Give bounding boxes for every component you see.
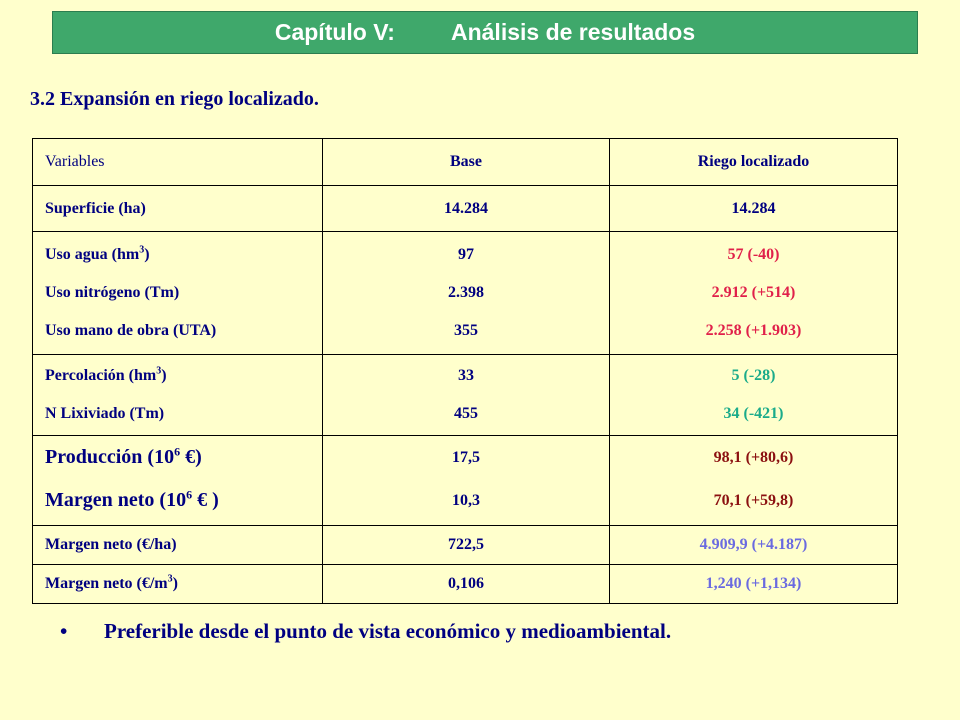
table-row: Margen neto (€/m3) 0,106 1,240 (+1,134)	[32, 564, 898, 604]
chapter-label: Capítulo V:	[274, 19, 395, 45]
margen-m3-base: 0,106	[322, 564, 610, 604]
produccion-riego: 98,1 (+80,6)	[713, 449, 794, 466]
uso-mano-obra-riego: 2.258 (+1.903)	[705, 322, 802, 339]
recursos-base: 97 2.398 355	[322, 231, 610, 355]
chapter-topic: Análisis de resultados	[450, 19, 696, 45]
economico-labels: Producción (106 €) Margen neto (106 € )	[32, 435, 323, 526]
uso-nitrogeno-label: Uso nitrógeno (Tm)	[45, 284, 180, 301]
results-table: Variables Base Riego localizado Superfic…	[32, 138, 898, 604]
economico-base: 17,5 10,3	[322, 435, 610, 526]
conclusion-text: Preferible desde el punto de vista econó…	[104, 619, 672, 643]
percolacion-base: 33	[458, 367, 474, 384]
superficie-label: Superficie (ha)	[32, 185, 323, 232]
ambiental-riego: 5 (-28) 34 (-421)	[609, 354, 898, 436]
ambiental-labels: Percolación (hm3) N Lixiviado (Tm)	[32, 354, 323, 436]
uso-mano-obra-label: Uso mano de obra (UTA)	[45, 322, 217, 339]
margen-neto-riego: 70,1 (+59,8)	[713, 492, 794, 509]
conclusion-bullet: • Preferible desde el punto de vista econ…	[60, 619, 671, 644]
superficie-riego: 14.284	[609, 185, 898, 232]
produccion-base: 17,5	[452, 449, 480, 466]
uso-agua-riego: 57 (-40)	[727, 246, 780, 263]
percolacion-label: Percolación (hm3)	[45, 365, 167, 384]
bullet-symbol: •	[60, 619, 68, 643]
margen-ha-riego: 4.909,9 (+4.187)	[609, 525, 898, 565]
ambiental-base: 33 455	[322, 354, 610, 436]
uso-mano-obra-base: 355	[454, 322, 478, 339]
table-row: Superficie (ha) 14.284 14.284	[32, 185, 898, 232]
uso-agua-label: Uso agua (hm3)	[45, 244, 150, 263]
header-base: Base	[322, 138, 610, 186]
header-variables: Variables	[32, 138, 323, 186]
margen-ha-base: 722,5	[322, 525, 610, 565]
n-lixiviado-label: N Lixiviado (Tm)	[45, 405, 165, 422]
recursos-labels: Uso agua (hm3) Uso nitrógeno (Tm) Uso ma…	[32, 231, 323, 355]
chapter-banner: Capítulo V: Análisis de resultados	[52, 11, 918, 54]
table-row: Uso agua (hm3) Uso nitrógeno (Tm) Uso ma…	[32, 231, 898, 355]
margen-m3-label: Margen neto (€/m3)	[32, 564, 323, 604]
uso-nitrogeno-base: 2.398	[448, 284, 484, 301]
recursos-riego: 57 (-40) 2.912 (+514) 2.258 (+1.903)	[609, 231, 898, 355]
economico-riego: 98,1 (+80,6) 70,1 (+59,8)	[609, 435, 898, 526]
table-row: Percolación (hm3) N Lixiviado (Tm) 33 45…	[32, 354, 898, 436]
n-lixiviado-base: 455	[454, 405, 478, 422]
margen-neto-label: Margen neto (106 € )	[45, 487, 219, 511]
n-lixiviado-riego: 34 (-421)	[723, 405, 784, 422]
table-header-row: Variables Base Riego localizado	[32, 138, 898, 186]
margen-m3-riego: 1,240 (+1,134)	[609, 564, 898, 604]
margen-neto-base: 10,3	[452, 492, 480, 509]
percolacion-riego: 5 (-28)	[731, 367, 776, 384]
uso-nitrogeno-riego: 2.912 (+514)	[711, 284, 796, 301]
produccion-label: Producción (106 €)	[45, 444, 202, 468]
table-row: Margen neto (€/ha) 722,5 4.909,9 (+4.187…	[32, 525, 898, 565]
section-title: 3.2 Expansión en riego localizado.	[30, 88, 319, 110]
header-riego: Riego localizado	[609, 138, 898, 186]
margen-ha-label: Margen neto (€/ha)	[32, 525, 323, 565]
superficie-base: 14.284	[322, 185, 610, 232]
table-row: Producción (106 €) Margen neto (106 € ) …	[32, 435, 898, 526]
uso-agua-base: 97	[458, 246, 474, 263]
